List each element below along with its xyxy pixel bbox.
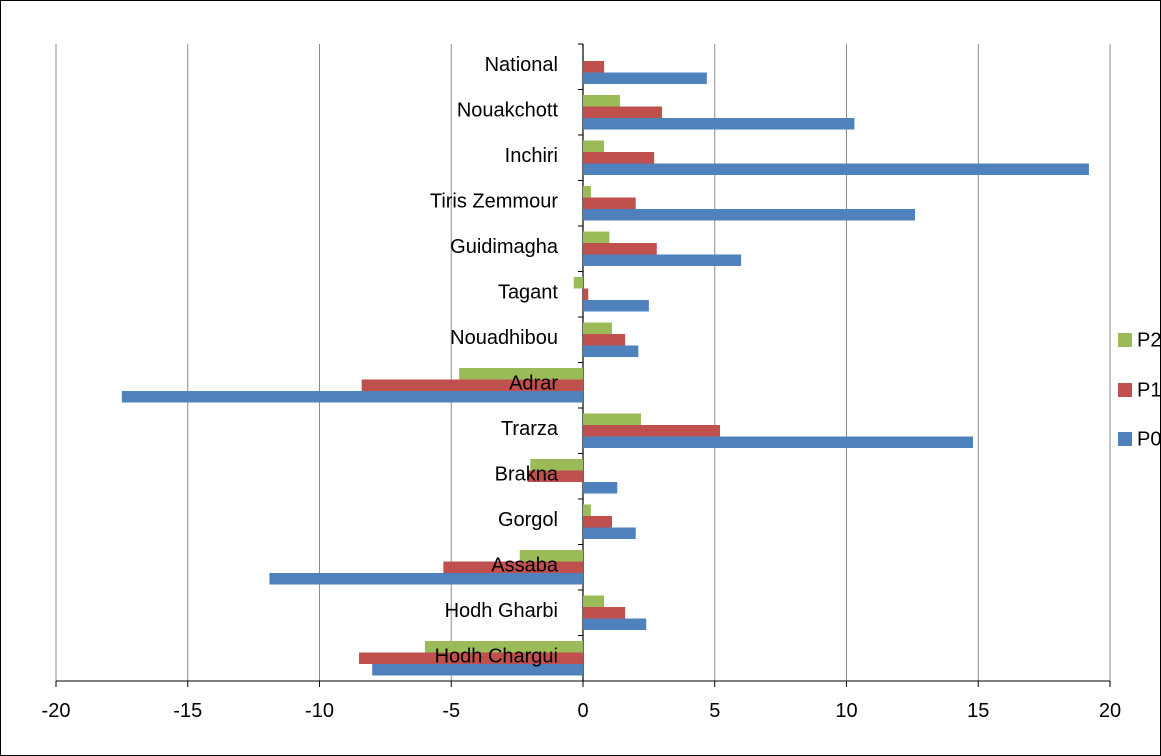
x-tick-label: -15 <box>173 700 202 722</box>
bar-p0 <box>583 209 916 221</box>
bar-p0 <box>583 618 647 630</box>
legend-label-p2: P2 <box>1137 329 1161 351</box>
category-label: Gorgol <box>498 509 558 531</box>
bar-p1 <box>527 470 583 482</box>
bar-p0 <box>583 436 973 448</box>
category-label: Nouadhibou <box>450 327 558 349</box>
bar-p0 <box>583 345 639 357</box>
legend-swatch-p2 <box>1118 333 1132 347</box>
x-tick-label: 10 <box>835 700 857 722</box>
bar-p2 <box>583 140 605 152</box>
bar-p2 <box>573 277 583 289</box>
bar-p0 <box>372 664 583 676</box>
category-label: Hodh Gharbi <box>445 600 558 622</box>
bar-p1 <box>583 516 612 528</box>
bar-p2 <box>583 186 591 198</box>
bar-p0 <box>583 118 855 130</box>
bar-p1 <box>583 607 626 619</box>
bar-p2 <box>583 231 610 243</box>
category-label: Adrar <box>509 373 558 395</box>
category-label: Tagant <box>498 282 558 304</box>
x-tick-label: -10 <box>305 700 334 722</box>
bar-p1 <box>583 152 655 164</box>
bar-p2 <box>583 322 612 334</box>
category-label: Nouakchott <box>457 100 559 122</box>
category-label: Trarza <box>501 418 559 440</box>
category-label: Guidimagha <box>450 236 559 258</box>
bar-p0 <box>583 300 649 312</box>
legend-label-p0: P0 <box>1137 428 1161 450</box>
bar-p0 <box>583 72 707 84</box>
bar-p1 <box>583 288 589 300</box>
x-tick-label: 20 <box>1099 700 1121 722</box>
bar-p1 <box>583 106 663 118</box>
category-label: Assaba <box>491 555 559 577</box>
bar-p0 <box>583 527 636 539</box>
bar-p1 <box>583 197 636 209</box>
x-tick-label: 15 <box>967 700 989 722</box>
bar-p0 <box>121 391 583 403</box>
category-label: Tiris Zemmour <box>430 191 558 213</box>
category-label: Hodh Chargui <box>435 646 558 668</box>
bar-p0 <box>269 573 583 585</box>
bar-p1 <box>361 379 583 391</box>
bar-p2 <box>583 504 591 516</box>
bar-p2 <box>530 459 583 471</box>
bar-p0 <box>583 482 618 494</box>
bar-p2 <box>583 595 605 607</box>
x-tick-label: -20 <box>42 700 71 722</box>
category-label: Inchiri <box>505 145 558 167</box>
bar-p1 <box>583 425 721 437</box>
x-tick-label: 5 <box>709 700 720 722</box>
x-tick-label: 0 <box>577 700 588 722</box>
bar-p2 <box>424 641 583 653</box>
bar-p1 <box>359 652 583 664</box>
bar-p2 <box>459 368 583 380</box>
bar-p2 <box>519 550 583 562</box>
bar-p1 <box>583 61 605 73</box>
bar-p2 <box>583 413 641 425</box>
category-label: Brakna <box>495 464 559 486</box>
bar-p1 <box>583 334 626 346</box>
legend-swatch-p1 <box>1118 383 1132 397</box>
legend-label-p1: P1 <box>1137 379 1161 401</box>
bar-p0 <box>583 254 742 266</box>
bar-p1 <box>583 243 657 255</box>
bar-p0 <box>583 163 1089 175</box>
bar-p2 <box>583 95 620 107</box>
bar-p1 <box>443 561 583 573</box>
x-tick-label: -5 <box>442 700 460 722</box>
category-label: National <box>485 54 558 76</box>
legend-swatch-p0 <box>1118 432 1132 446</box>
